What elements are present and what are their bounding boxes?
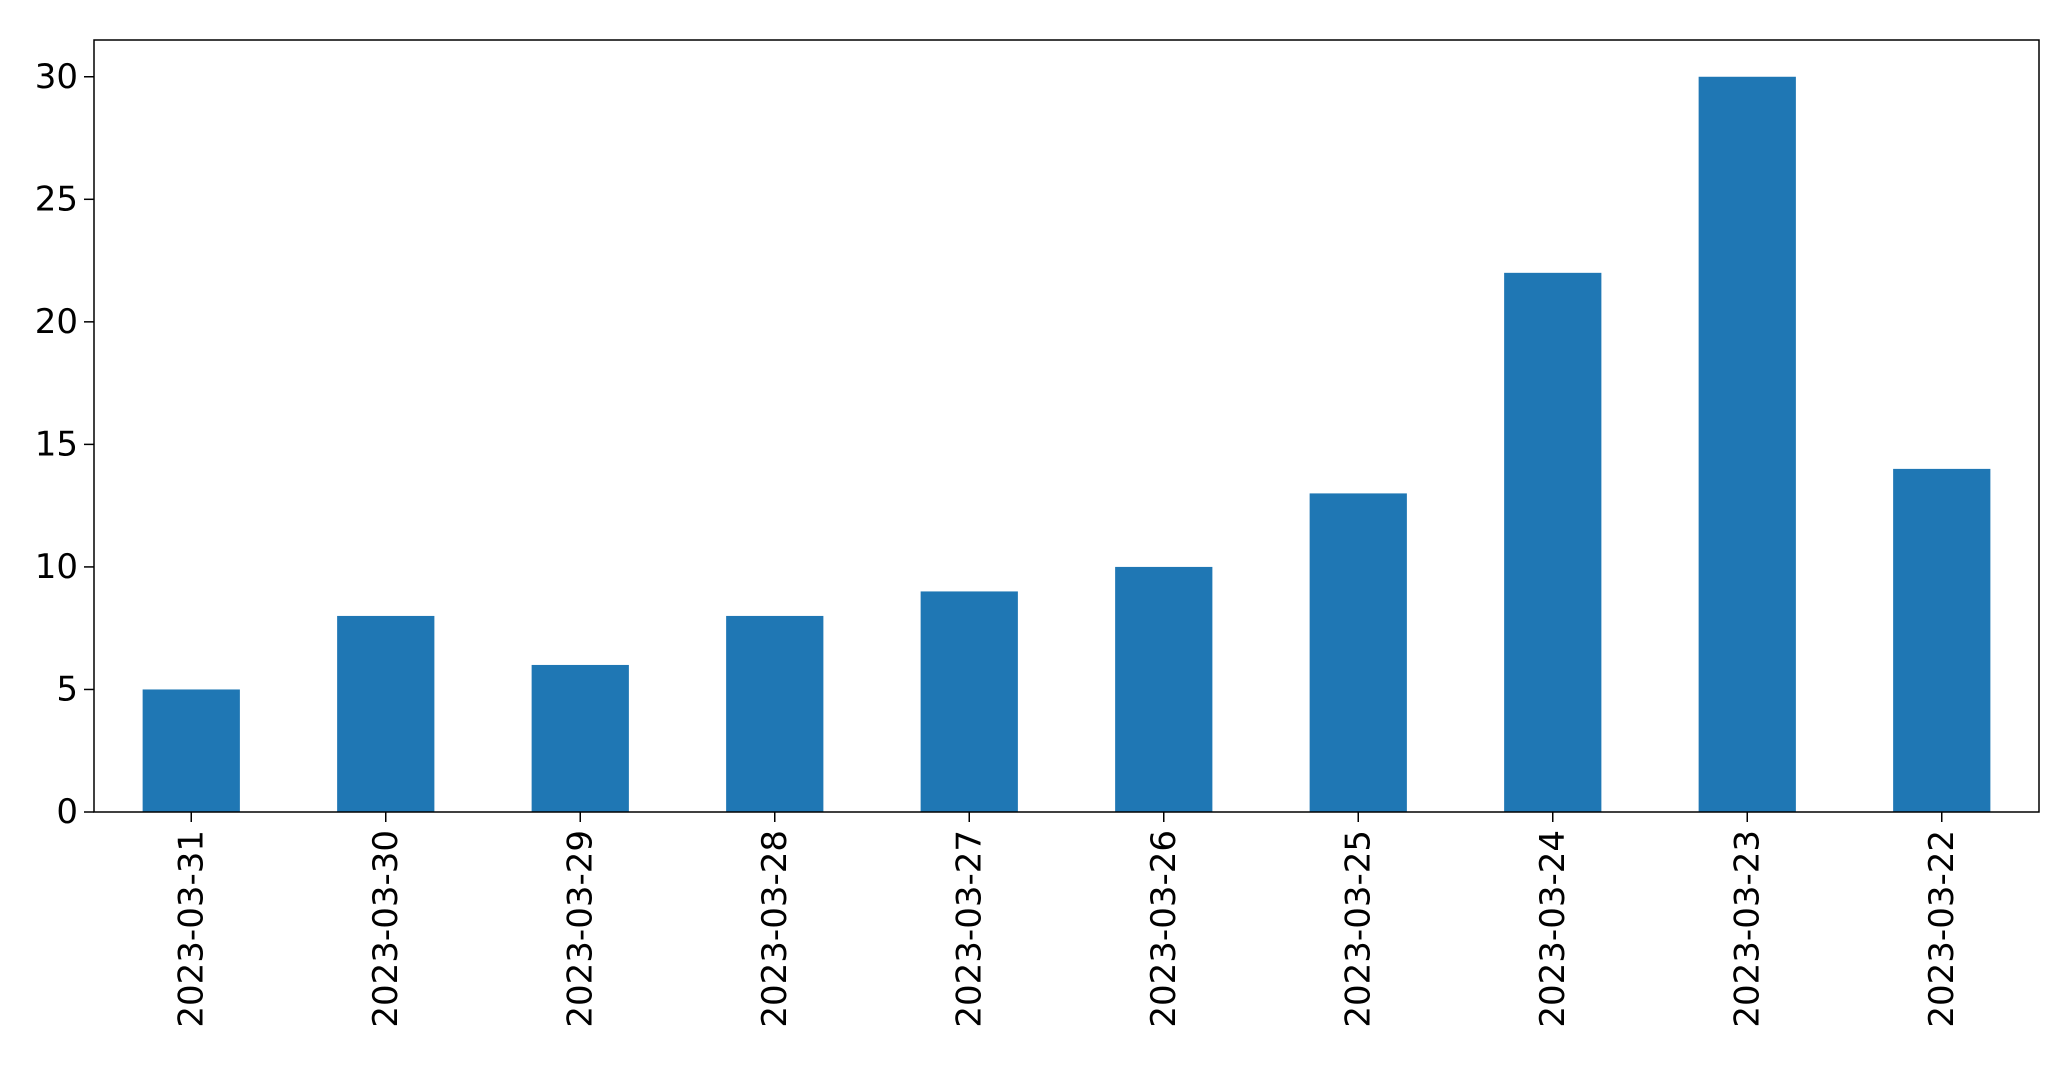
y-tick-label: 0 <box>56 792 78 832</box>
x-tick-label: 2023-03-25 <box>1338 830 1378 1028</box>
y-axis: 0 5 10 15 20 25 30 <box>35 57 94 832</box>
bar <box>1893 468 1991 812</box>
y-tick-label: 10 <box>35 547 78 587</box>
y-tick-label: 25 <box>35 179 78 219</box>
bar <box>1698 76 1796 812</box>
x-tick-label: 2023-03-27 <box>949 830 989 1028</box>
y-tick-label: 5 <box>56 669 78 709</box>
y-tick-label: 30 <box>35 57 78 97</box>
x-tick-label: 2023-03-23 <box>1727 830 1767 1028</box>
x-tick-label: 2023-03-29 <box>560 830 600 1028</box>
x-tick-label: 2023-03-31 <box>171 830 211 1028</box>
bar <box>1504 272 1602 813</box>
bar <box>920 591 1018 812</box>
x-axis: 2023-03-31 2023-03-30 2023-03-29 2023-03-28… <box>171 812 1962 1028</box>
x-tick-label: 2023-03-26 <box>1144 830 1184 1028</box>
x-tick-label: 2023-03-22 <box>1922 830 1962 1028</box>
x-tick-label: 2023-03-30 <box>366 830 406 1028</box>
x-tick-label: 2023-03-28 <box>755 830 795 1028</box>
bar <box>726 615 824 812</box>
bars-layer <box>142 76 1991 813</box>
bar <box>337 615 435 812</box>
plot-frame <box>93 39 2040 813</box>
bar <box>1115 566 1213 812</box>
bar <box>1309 493 1407 812</box>
y-tick-label: 20 <box>35 302 78 342</box>
bar <box>142 689 240 812</box>
y-tick-label: 15 <box>35 424 78 464</box>
x-tick-label: 2023-03-24 <box>1533 830 1573 1028</box>
bar <box>531 664 629 812</box>
